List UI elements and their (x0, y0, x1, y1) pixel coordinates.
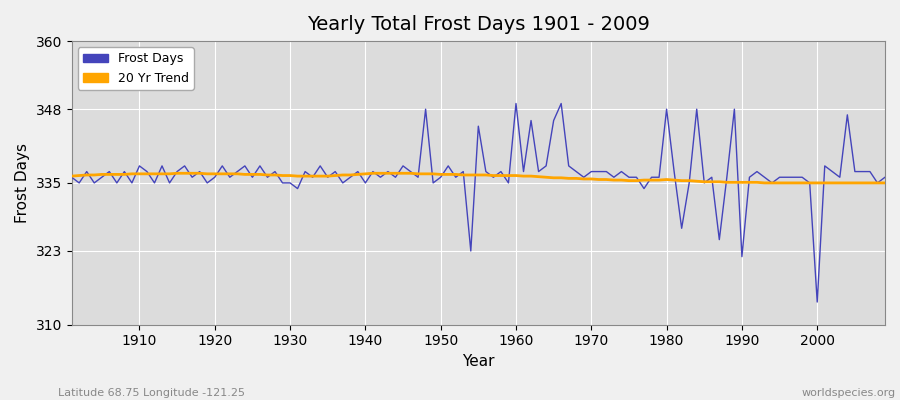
Text: worldspecies.org: worldspecies.org (801, 388, 896, 398)
Title: Yearly Total Frost Days 1901 - 2009: Yearly Total Frost Days 1901 - 2009 (307, 15, 650, 34)
Y-axis label: Frost Days: Frost Days (15, 143, 30, 223)
X-axis label: Year: Year (462, 354, 495, 369)
Text: Latitude 68.75 Longitude -121.25: Latitude 68.75 Longitude -121.25 (58, 388, 246, 398)
Legend: Frost Days, 20 Yr Trend: Frost Days, 20 Yr Trend (78, 47, 194, 90)
